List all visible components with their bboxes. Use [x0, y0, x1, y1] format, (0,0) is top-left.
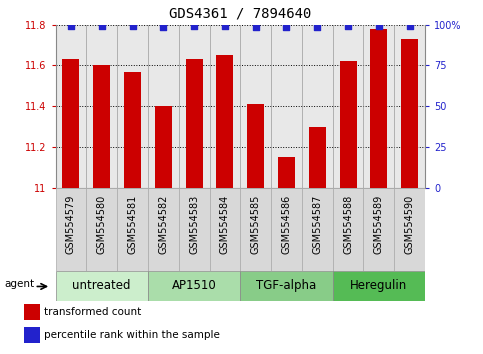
Bar: [333, 271, 425, 301]
Bar: [401, 39, 418, 188]
Point: [159, 24, 167, 30]
Bar: [216, 55, 233, 188]
Point: [128, 24, 136, 29]
Bar: [24, 304, 40, 320]
Text: GSM554582: GSM554582: [158, 194, 168, 254]
Text: GSM554583: GSM554583: [189, 194, 199, 253]
Bar: [271, 188, 302, 271]
Text: GSM554579: GSM554579: [66, 194, 76, 254]
Bar: [333, 188, 364, 271]
Point: [98, 24, 106, 29]
Text: Heregulin: Heregulin: [350, 279, 408, 292]
Text: GSM554590: GSM554590: [405, 194, 414, 253]
Bar: [124, 72, 141, 188]
Bar: [278, 157, 295, 188]
Bar: [240, 188, 271, 271]
Bar: [93, 65, 110, 188]
Bar: [240, 271, 333, 301]
Bar: [340, 62, 356, 188]
Text: GSM554588: GSM554588: [343, 194, 353, 253]
Text: GSM554580: GSM554580: [97, 194, 107, 253]
Point: [283, 24, 290, 30]
Bar: [148, 271, 241, 301]
Text: untreated: untreated: [72, 279, 131, 292]
Text: GSM554589: GSM554589: [374, 194, 384, 253]
Text: agent: agent: [4, 279, 35, 289]
Bar: [86, 188, 117, 271]
Text: GSM554585: GSM554585: [251, 194, 261, 254]
Bar: [24, 327, 40, 343]
Bar: [56, 188, 86, 271]
Point: [313, 24, 321, 30]
Point: [406, 24, 413, 29]
Text: percentile rank within the sample: percentile rank within the sample: [44, 330, 220, 341]
Bar: [247, 104, 264, 188]
Bar: [394, 188, 425, 271]
Point: [190, 24, 198, 29]
Text: GSM554584: GSM554584: [220, 194, 230, 253]
Bar: [62, 59, 79, 188]
Bar: [309, 126, 326, 188]
Title: GDS4361 / 7894640: GDS4361 / 7894640: [169, 7, 312, 21]
Bar: [185, 59, 202, 188]
Bar: [302, 188, 333, 271]
Point: [375, 24, 383, 29]
Bar: [370, 29, 387, 188]
Bar: [210, 188, 240, 271]
Text: TGF-alpha: TGF-alpha: [256, 279, 316, 292]
Point: [344, 24, 352, 29]
Point: [252, 24, 259, 30]
Bar: [148, 188, 179, 271]
Bar: [364, 188, 394, 271]
Bar: [155, 106, 172, 188]
Point: [221, 24, 229, 29]
Bar: [179, 188, 210, 271]
Point: [67, 24, 75, 29]
Text: AP1510: AP1510: [172, 279, 216, 292]
Bar: [117, 188, 148, 271]
Text: GSM554587: GSM554587: [313, 194, 322, 254]
Text: GSM554581: GSM554581: [128, 194, 138, 253]
Text: transformed count: transformed count: [44, 307, 142, 318]
Bar: [56, 271, 148, 301]
Text: GSM554586: GSM554586: [282, 194, 291, 253]
